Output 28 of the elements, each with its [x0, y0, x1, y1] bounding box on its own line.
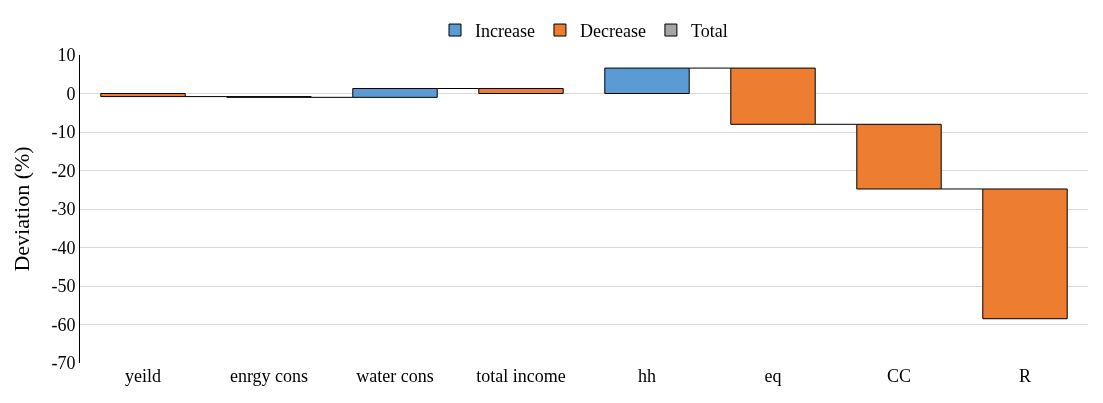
- y-tick-label: -40: [51, 237, 76, 258]
- x-tick-label: R: [1018, 366, 1032, 386]
- x-tick-label: hh: [638, 366, 656, 386]
- bar: [982, 188, 1068, 320]
- legend-label: Increase: [475, 21, 535, 42]
- x-tick-label: CC: [886, 366, 912, 386]
- bar: [352, 88, 438, 98]
- y-tick-label: -20: [51, 160, 76, 181]
- bar: [478, 87, 564, 94]
- y-tick-label: -60: [51, 314, 76, 335]
- x-tick-label: eq: [764, 366, 782, 386]
- bar: [856, 123, 942, 190]
- x-tick-label: total income: [476, 366, 566, 386]
- bar: [604, 67, 690, 94]
- bar: [100, 93, 186, 98]
- y-tick-label: 10: [57, 45, 76, 66]
- x-tick-label: enrgy cons: [229, 366, 309, 386]
- x-tick-label: yeild: [125, 366, 161, 386]
- y-axis-title: Deviation (%): [9, 146, 35, 272]
- x-tick-label: water cons: [356, 366, 434, 386]
- legend-label: Decrease: [579, 21, 646, 42]
- legend-label: Total: [690, 21, 728, 42]
- y-tick-label: -70: [51, 353, 76, 374]
- bar: [730, 67, 816, 125]
- y-tick-label: -50: [51, 276, 76, 297]
- y-tick-label: 0: [66, 83, 76, 104]
- y-tick-label: -10: [51, 122, 76, 143]
- y-tick-label: -30: [51, 199, 76, 220]
